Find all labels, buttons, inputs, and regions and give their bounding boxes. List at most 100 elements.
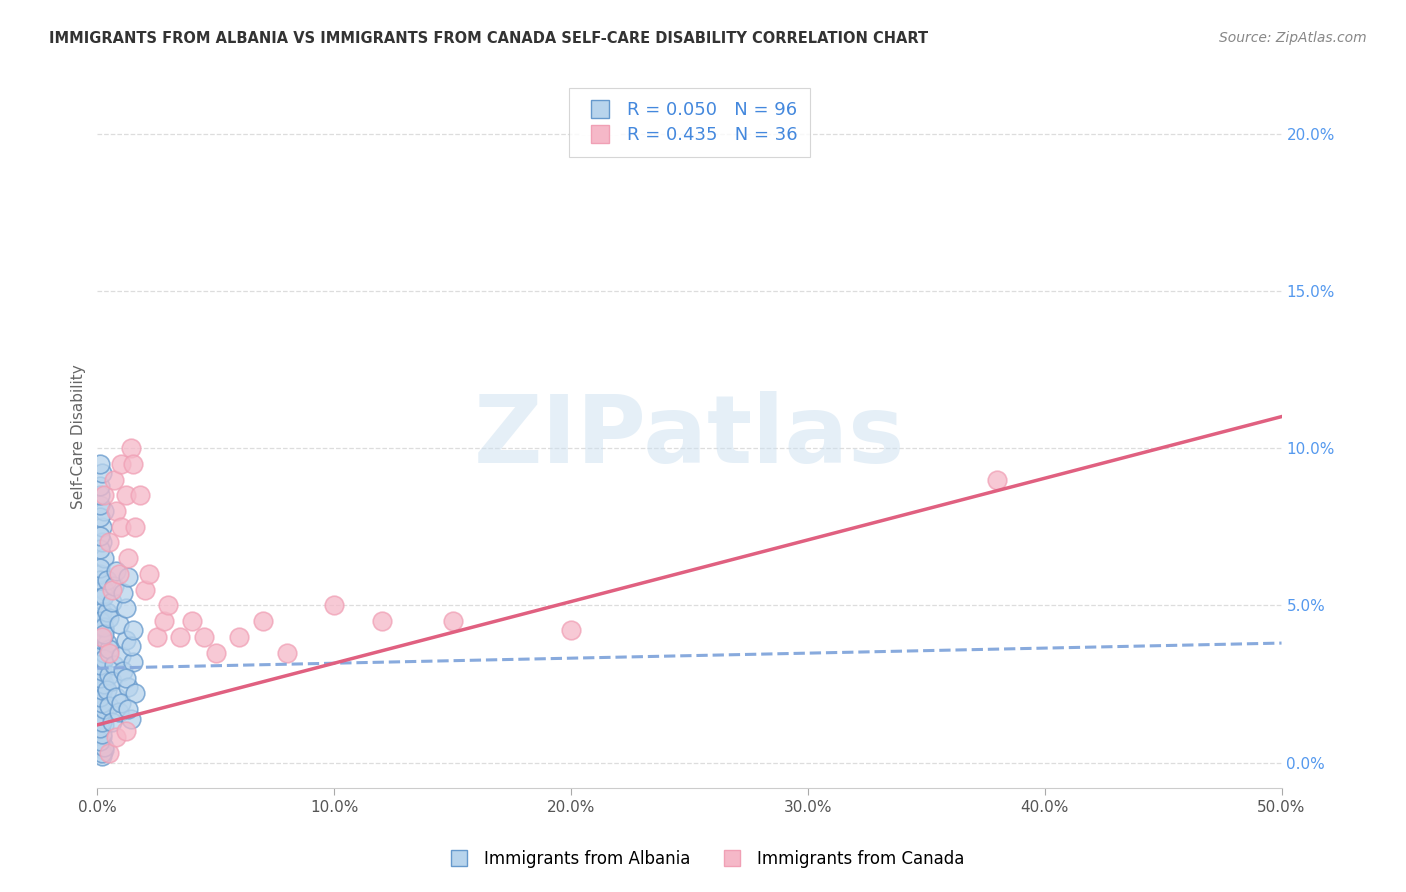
Point bbox=[93, 620, 115, 634]
Point bbox=[91, 620, 114, 634]
Point bbox=[91, 519, 114, 533]
Point bbox=[107, 706, 129, 720]
Point bbox=[91, 655, 114, 669]
Point bbox=[107, 617, 129, 632]
Point bbox=[110, 696, 132, 710]
Point bbox=[93, 743, 115, 757]
Point bbox=[98, 642, 121, 657]
Point bbox=[441, 614, 464, 628]
Point bbox=[91, 630, 114, 644]
Point bbox=[93, 652, 115, 666]
Point bbox=[110, 519, 132, 533]
Point bbox=[114, 671, 136, 685]
Point bbox=[145, 630, 167, 644]
Point bbox=[93, 739, 115, 754]
Point bbox=[98, 611, 121, 625]
Point bbox=[89, 690, 111, 704]
Point bbox=[89, 661, 111, 675]
Point bbox=[89, 692, 111, 706]
Point bbox=[93, 626, 115, 640]
Point bbox=[105, 731, 128, 745]
Point bbox=[120, 712, 142, 726]
Point bbox=[91, 731, 114, 745]
Point bbox=[114, 724, 136, 739]
Point bbox=[122, 624, 145, 638]
Point bbox=[89, 573, 111, 587]
Point bbox=[89, 510, 111, 524]
Point bbox=[96, 683, 118, 698]
Text: IMMIGRANTS FROM ALBANIA VS IMMIGRANTS FROM CANADA SELF-CARE DISABILITY CORRELATI: IMMIGRANTS FROM ALBANIA VS IMMIGRANTS FR… bbox=[49, 31, 928, 46]
Text: ZIPatlas: ZIPatlas bbox=[474, 391, 905, 483]
Point bbox=[89, 529, 111, 543]
Point bbox=[89, 658, 111, 673]
Point bbox=[157, 599, 180, 613]
Point bbox=[91, 749, 114, 764]
Point bbox=[89, 457, 111, 471]
Point bbox=[89, 479, 111, 493]
Point bbox=[89, 541, 111, 556]
Point bbox=[89, 721, 111, 735]
Point bbox=[89, 488, 111, 502]
Point bbox=[96, 636, 118, 650]
Point bbox=[120, 441, 142, 455]
Point bbox=[103, 658, 125, 673]
Point bbox=[122, 655, 145, 669]
Point bbox=[134, 582, 156, 597]
Point bbox=[117, 702, 139, 716]
Point bbox=[122, 457, 145, 471]
Point bbox=[91, 677, 114, 691]
Point bbox=[89, 671, 111, 685]
Point bbox=[114, 632, 136, 647]
Point bbox=[93, 551, 115, 566]
Point bbox=[91, 605, 114, 619]
Point bbox=[169, 630, 191, 644]
Point bbox=[93, 582, 115, 597]
Point bbox=[114, 488, 136, 502]
Point bbox=[107, 566, 129, 581]
Point bbox=[91, 746, 114, 760]
Point bbox=[93, 504, 115, 518]
Point bbox=[103, 579, 125, 593]
Point bbox=[96, 605, 118, 619]
Point bbox=[89, 566, 111, 581]
Point bbox=[89, 708, 111, 723]
Point bbox=[89, 498, 111, 512]
Point bbox=[91, 665, 114, 679]
Point bbox=[89, 630, 111, 644]
Point bbox=[100, 582, 122, 597]
Point bbox=[124, 519, 146, 533]
Point bbox=[98, 535, 121, 549]
Point bbox=[98, 746, 121, 760]
Point bbox=[276, 646, 298, 660]
Point bbox=[138, 566, 160, 581]
Point bbox=[110, 457, 132, 471]
Point bbox=[100, 714, 122, 729]
Point bbox=[91, 535, 114, 549]
Point bbox=[100, 673, 122, 688]
Point bbox=[91, 614, 114, 628]
Point bbox=[93, 677, 115, 691]
Point bbox=[91, 646, 114, 660]
Legend: R = 0.050   N = 96, R = 0.435   N = 36: R = 0.050 N = 96, R = 0.435 N = 36 bbox=[569, 88, 810, 157]
Point bbox=[91, 683, 114, 698]
Text: Source: ZipAtlas.com: Source: ZipAtlas.com bbox=[1219, 31, 1367, 45]
Point bbox=[98, 698, 121, 713]
Point bbox=[100, 595, 122, 609]
Point bbox=[91, 696, 114, 710]
Point bbox=[91, 698, 114, 713]
Point bbox=[91, 727, 114, 741]
Point bbox=[117, 680, 139, 694]
Point bbox=[181, 614, 204, 628]
Point bbox=[114, 601, 136, 615]
Point bbox=[323, 599, 346, 613]
Point bbox=[129, 488, 152, 502]
Point bbox=[152, 614, 174, 628]
Point bbox=[91, 652, 114, 666]
Point bbox=[120, 639, 142, 653]
Point bbox=[89, 614, 111, 628]
Point bbox=[117, 570, 139, 584]
Point bbox=[110, 648, 132, 663]
Point bbox=[112, 665, 135, 679]
Point bbox=[91, 667, 114, 681]
Point bbox=[93, 624, 115, 638]
